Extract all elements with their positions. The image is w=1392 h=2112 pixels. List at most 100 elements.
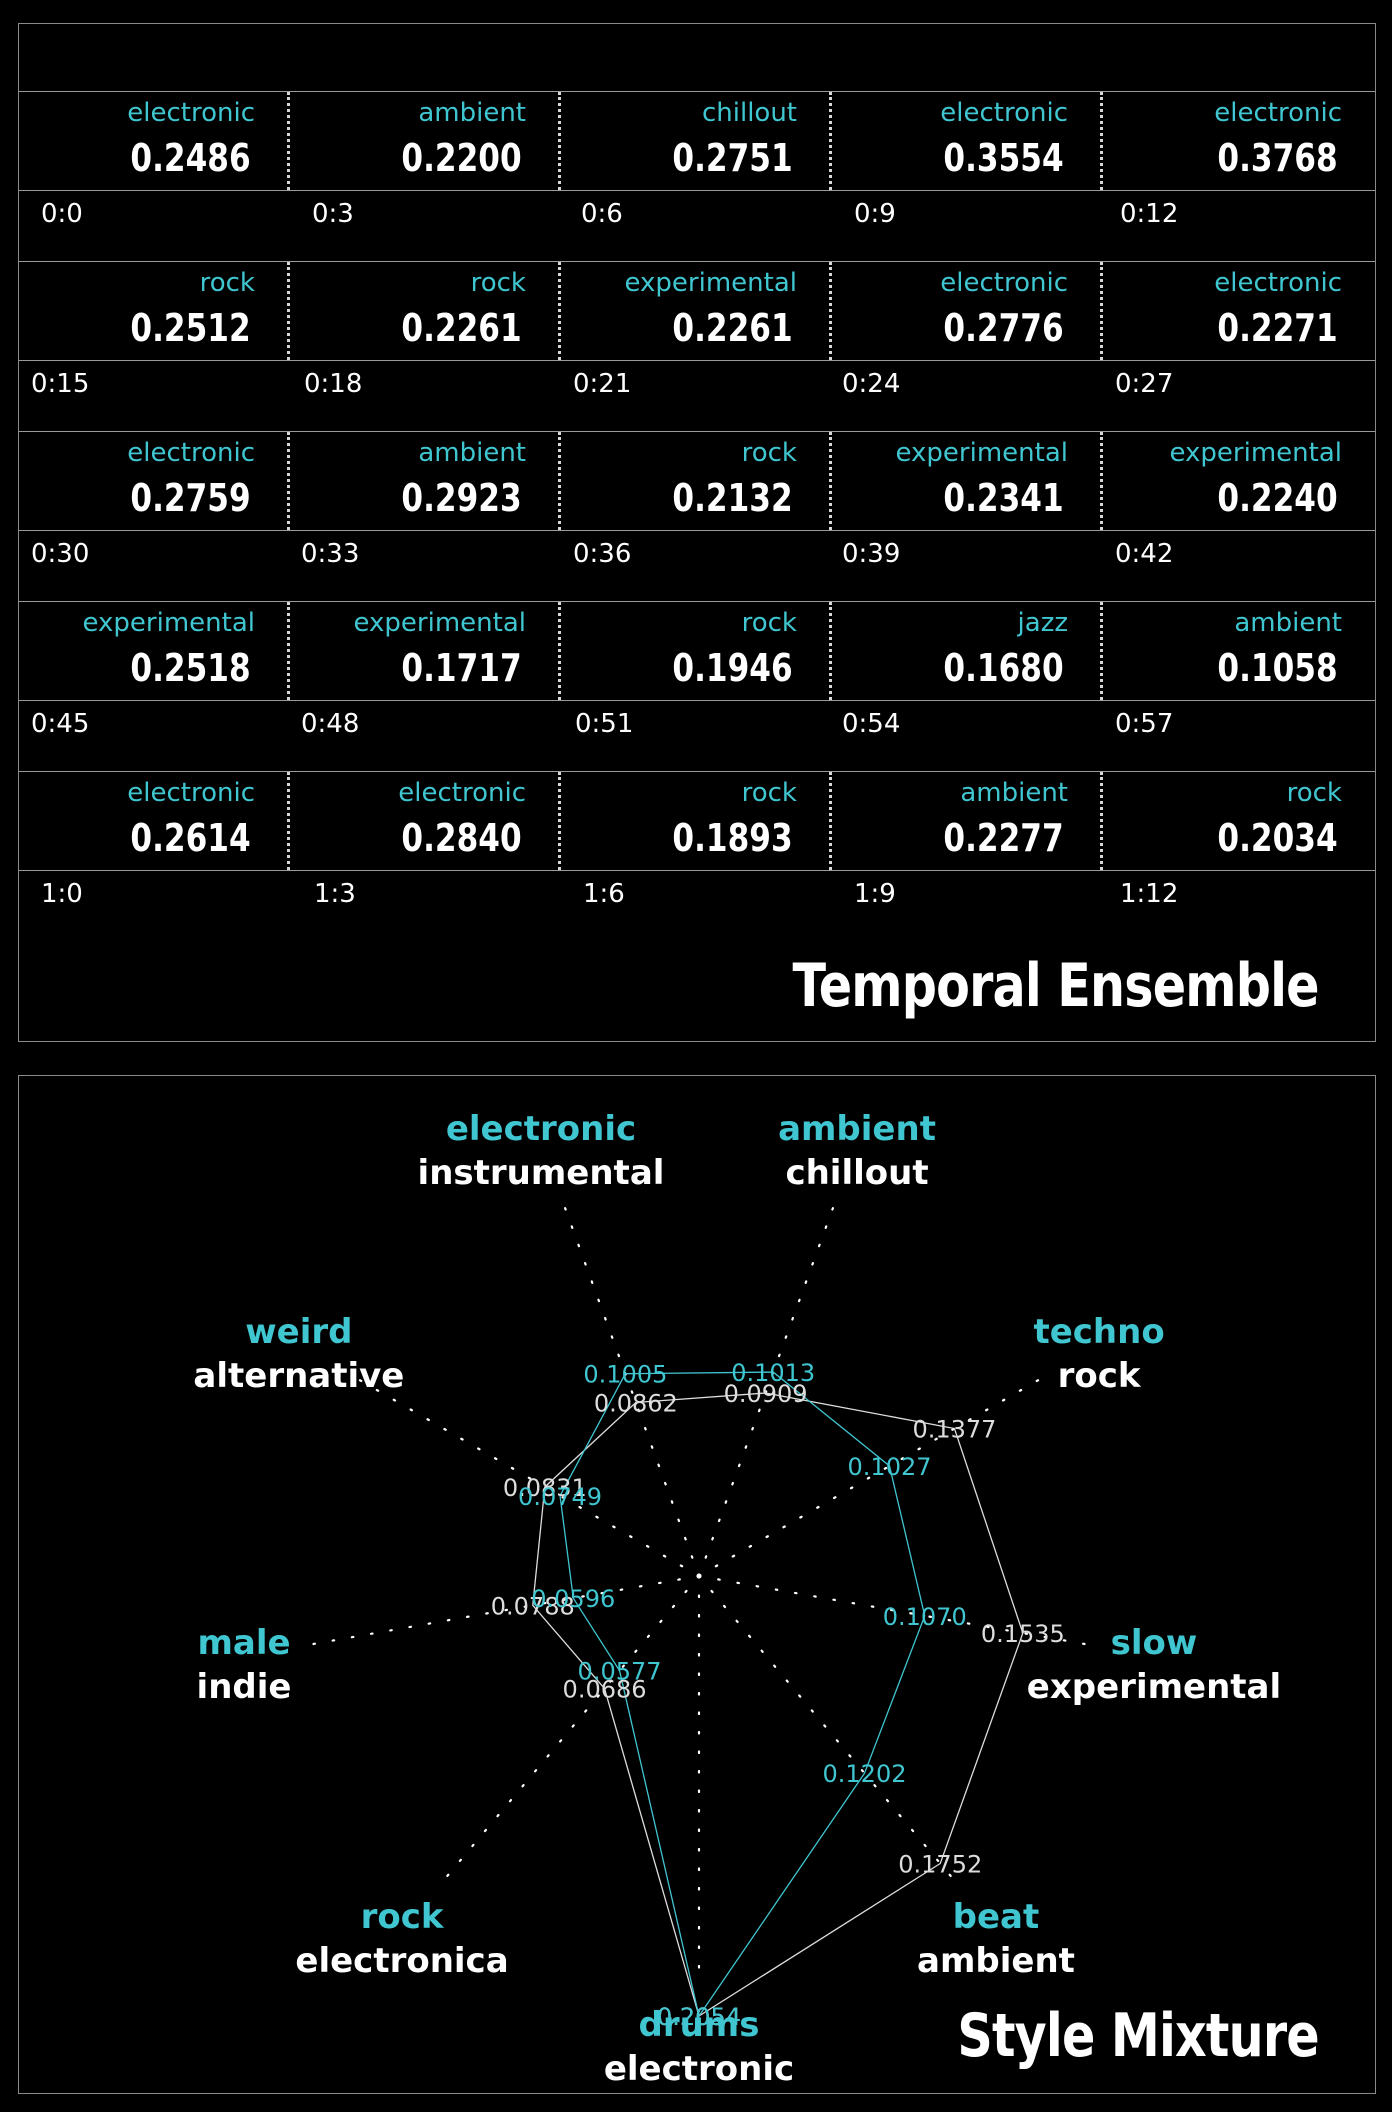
axis-label-bottom: alternative: [193, 1356, 404, 1396]
ensemble-cell: electronic 0.3768: [1103, 92, 1374, 190]
genre-label: chillout: [701, 98, 797, 128]
ensemble-row: electronic 0.2486 ambient 0.2200 chillout 0.2…: [19, 91, 1375, 191]
score-value: 0.2034: [1217, 816, 1338, 860]
time-label: 0:3: [312, 199, 354, 229]
genre-label: experimental: [353, 608, 527, 638]
time-label: 0:54: [842, 709, 901, 739]
genre-label: rock: [470, 268, 526, 298]
ensemble-cell: electronic 0.2840: [290, 772, 561, 870]
score-value: 0.1717: [401, 646, 522, 690]
genre-label: ambient: [418, 438, 526, 468]
score-value: 0.1946: [672, 646, 793, 690]
genre-label: electronic: [127, 778, 255, 808]
radar-value-label: 0.1535: [981, 1620, 1065, 1648]
genre-label: electronic: [940, 268, 1068, 298]
genre-label: experimental: [1169, 438, 1343, 468]
radar-value-label: 0.1377: [912, 1416, 996, 1444]
ensemble-cell: ambient 0.1058: [1103, 602, 1374, 700]
radar-value-label: 0.1005: [583, 1361, 667, 1389]
ensemble-cell: rock 0.2512: [19, 262, 290, 360]
ensemble-cell: electronic 0.2776: [832, 262, 1103, 360]
time-label: 0:27: [1115, 369, 1174, 399]
score-value: 0.2923: [401, 476, 522, 520]
ensemble-cell: electronic 0.2614: [19, 772, 290, 870]
axis-label-top: techno: [1033, 1312, 1164, 1352]
time-label: 0:6: [581, 199, 623, 229]
genre-label: rock: [741, 778, 797, 808]
ensemble-title: Temporal Ensemble: [792, 951, 1320, 1021]
score-value: 0.2271: [1217, 306, 1338, 350]
axis-label-top: rock: [361, 1897, 445, 1937]
time-label: 0:0: [41, 199, 83, 229]
ensemble-cell: rock 0.2261: [290, 262, 561, 360]
radar-value-label: 0.1013: [731, 1359, 815, 1387]
ensemble-cell: electronic 0.2759: [19, 432, 290, 530]
score-value: 0.2200: [401, 136, 522, 180]
score-value: 0.2518: [130, 646, 251, 690]
ensemble-cell: experimental 0.2261: [561, 262, 832, 360]
score-value: 0.1893: [672, 816, 793, 860]
genre-label: electronic: [127, 438, 255, 468]
genre-label: electronic: [1214, 98, 1342, 128]
time-label: 0:33: [301, 539, 360, 569]
time-label: 0:36: [573, 539, 632, 569]
radar-value-label: 0.0831: [503, 1474, 587, 1502]
temporal-ensemble-panel: 0:0 0:3 0:6 0:9 0:12 electronic 0.2486 ambient 0…: [18, 23, 1376, 1042]
radar-chart: 0.2054 0.1752 0.1535 0.1377 0.0909 0.0862 0.08…: [193, 1109, 1281, 2089]
time-label: 0:21: [573, 369, 632, 399]
genre-label: electronic: [127, 98, 255, 128]
ensemble-cell: electronic 0.2271: [1103, 262, 1374, 360]
ensemble-cell: rock 0.2034: [1103, 772, 1374, 870]
radar-value-label: 0.1752: [898, 1851, 982, 1879]
genre-label: ambient: [418, 98, 526, 128]
time-label: 0:42: [1115, 539, 1174, 569]
style-mixture-title: Style Mixture: [957, 2001, 1320, 2071]
axis-label-bottom: rock: [1058, 1356, 1142, 1396]
ensemble-cell: rock 0.1893: [561, 772, 832, 870]
ensemble-cell: ambient 0.2200: [290, 92, 561, 190]
radar-value-label: 0.0577: [578, 1658, 662, 1686]
time-label: 0:12: [1120, 199, 1179, 229]
time-label: 0:9: [854, 199, 896, 229]
axis-label-top: male: [197, 1623, 290, 1663]
genre-label: rock: [741, 438, 797, 468]
radar-value-label: 0.0909: [724, 1380, 808, 1408]
score-value: 0.2261: [672, 306, 793, 350]
ensemble-cell: ambient 0.2277: [832, 772, 1103, 870]
axis-label-bottom: electronic: [604, 2049, 794, 2089]
style-mixture-panel: 0.2054 0.1752 0.1535 0.1377 0.0909 0.0862 0.08…: [18, 1075, 1376, 2094]
radar-series-1: [559, 1371, 926, 2018]
axis-label-top: slow: [1111, 1623, 1198, 1663]
radar-value-label: 0.1070: [883, 1603, 967, 1631]
time-label: 1:9: [854, 879, 896, 909]
genre-label: rock: [199, 268, 255, 298]
radar-value-label: 0.0862: [594, 1389, 678, 1417]
axis-label-bottom: indie: [197, 1667, 292, 1707]
ensemble-cell: electronic 0.2486: [19, 92, 290, 190]
score-value: 0.2240: [1217, 476, 1338, 520]
score-value: 0.2759: [130, 476, 251, 520]
ensemble-row: electronic 0.2614 electronic 0.2840 rock 0.18…: [19, 771, 1375, 871]
score-value: 0.2277: [943, 816, 1064, 860]
score-value: 0.1058: [1217, 646, 1338, 690]
radar-value-label: 0.0788: [491, 1592, 575, 1620]
time-label: 0:57: [1115, 709, 1174, 739]
axis-label-top: ambient: [778, 1109, 936, 1149]
radar-value-label: 0.0686: [563, 1676, 647, 1704]
ensemble-cell: rock 0.2132: [561, 432, 832, 530]
score-value: 0.2341: [943, 476, 1064, 520]
ensemble-cell: electronic 0.3554: [832, 92, 1103, 190]
score-value: 0.3768: [1217, 136, 1338, 180]
ensemble-cell: experimental 0.1717: [290, 602, 561, 700]
time-label: 0:48: [301, 709, 360, 739]
score-value: 0.2751: [672, 136, 793, 180]
axis-label-bottom: ambient: [917, 1941, 1075, 1981]
score-value: 0.3554: [943, 136, 1064, 180]
radar-value-label: 0.0596: [531, 1585, 615, 1613]
time-label: 0:24: [842, 369, 901, 399]
axis-label-bottom: chillout: [785, 1153, 928, 1193]
genre-label: rock: [1286, 778, 1342, 808]
score-value: 0.2261: [401, 306, 522, 350]
ensemble-row: experimental 0.2518 experimental 0.1717 rock…: [19, 601, 1375, 701]
time-label: 1:3: [314, 879, 356, 909]
